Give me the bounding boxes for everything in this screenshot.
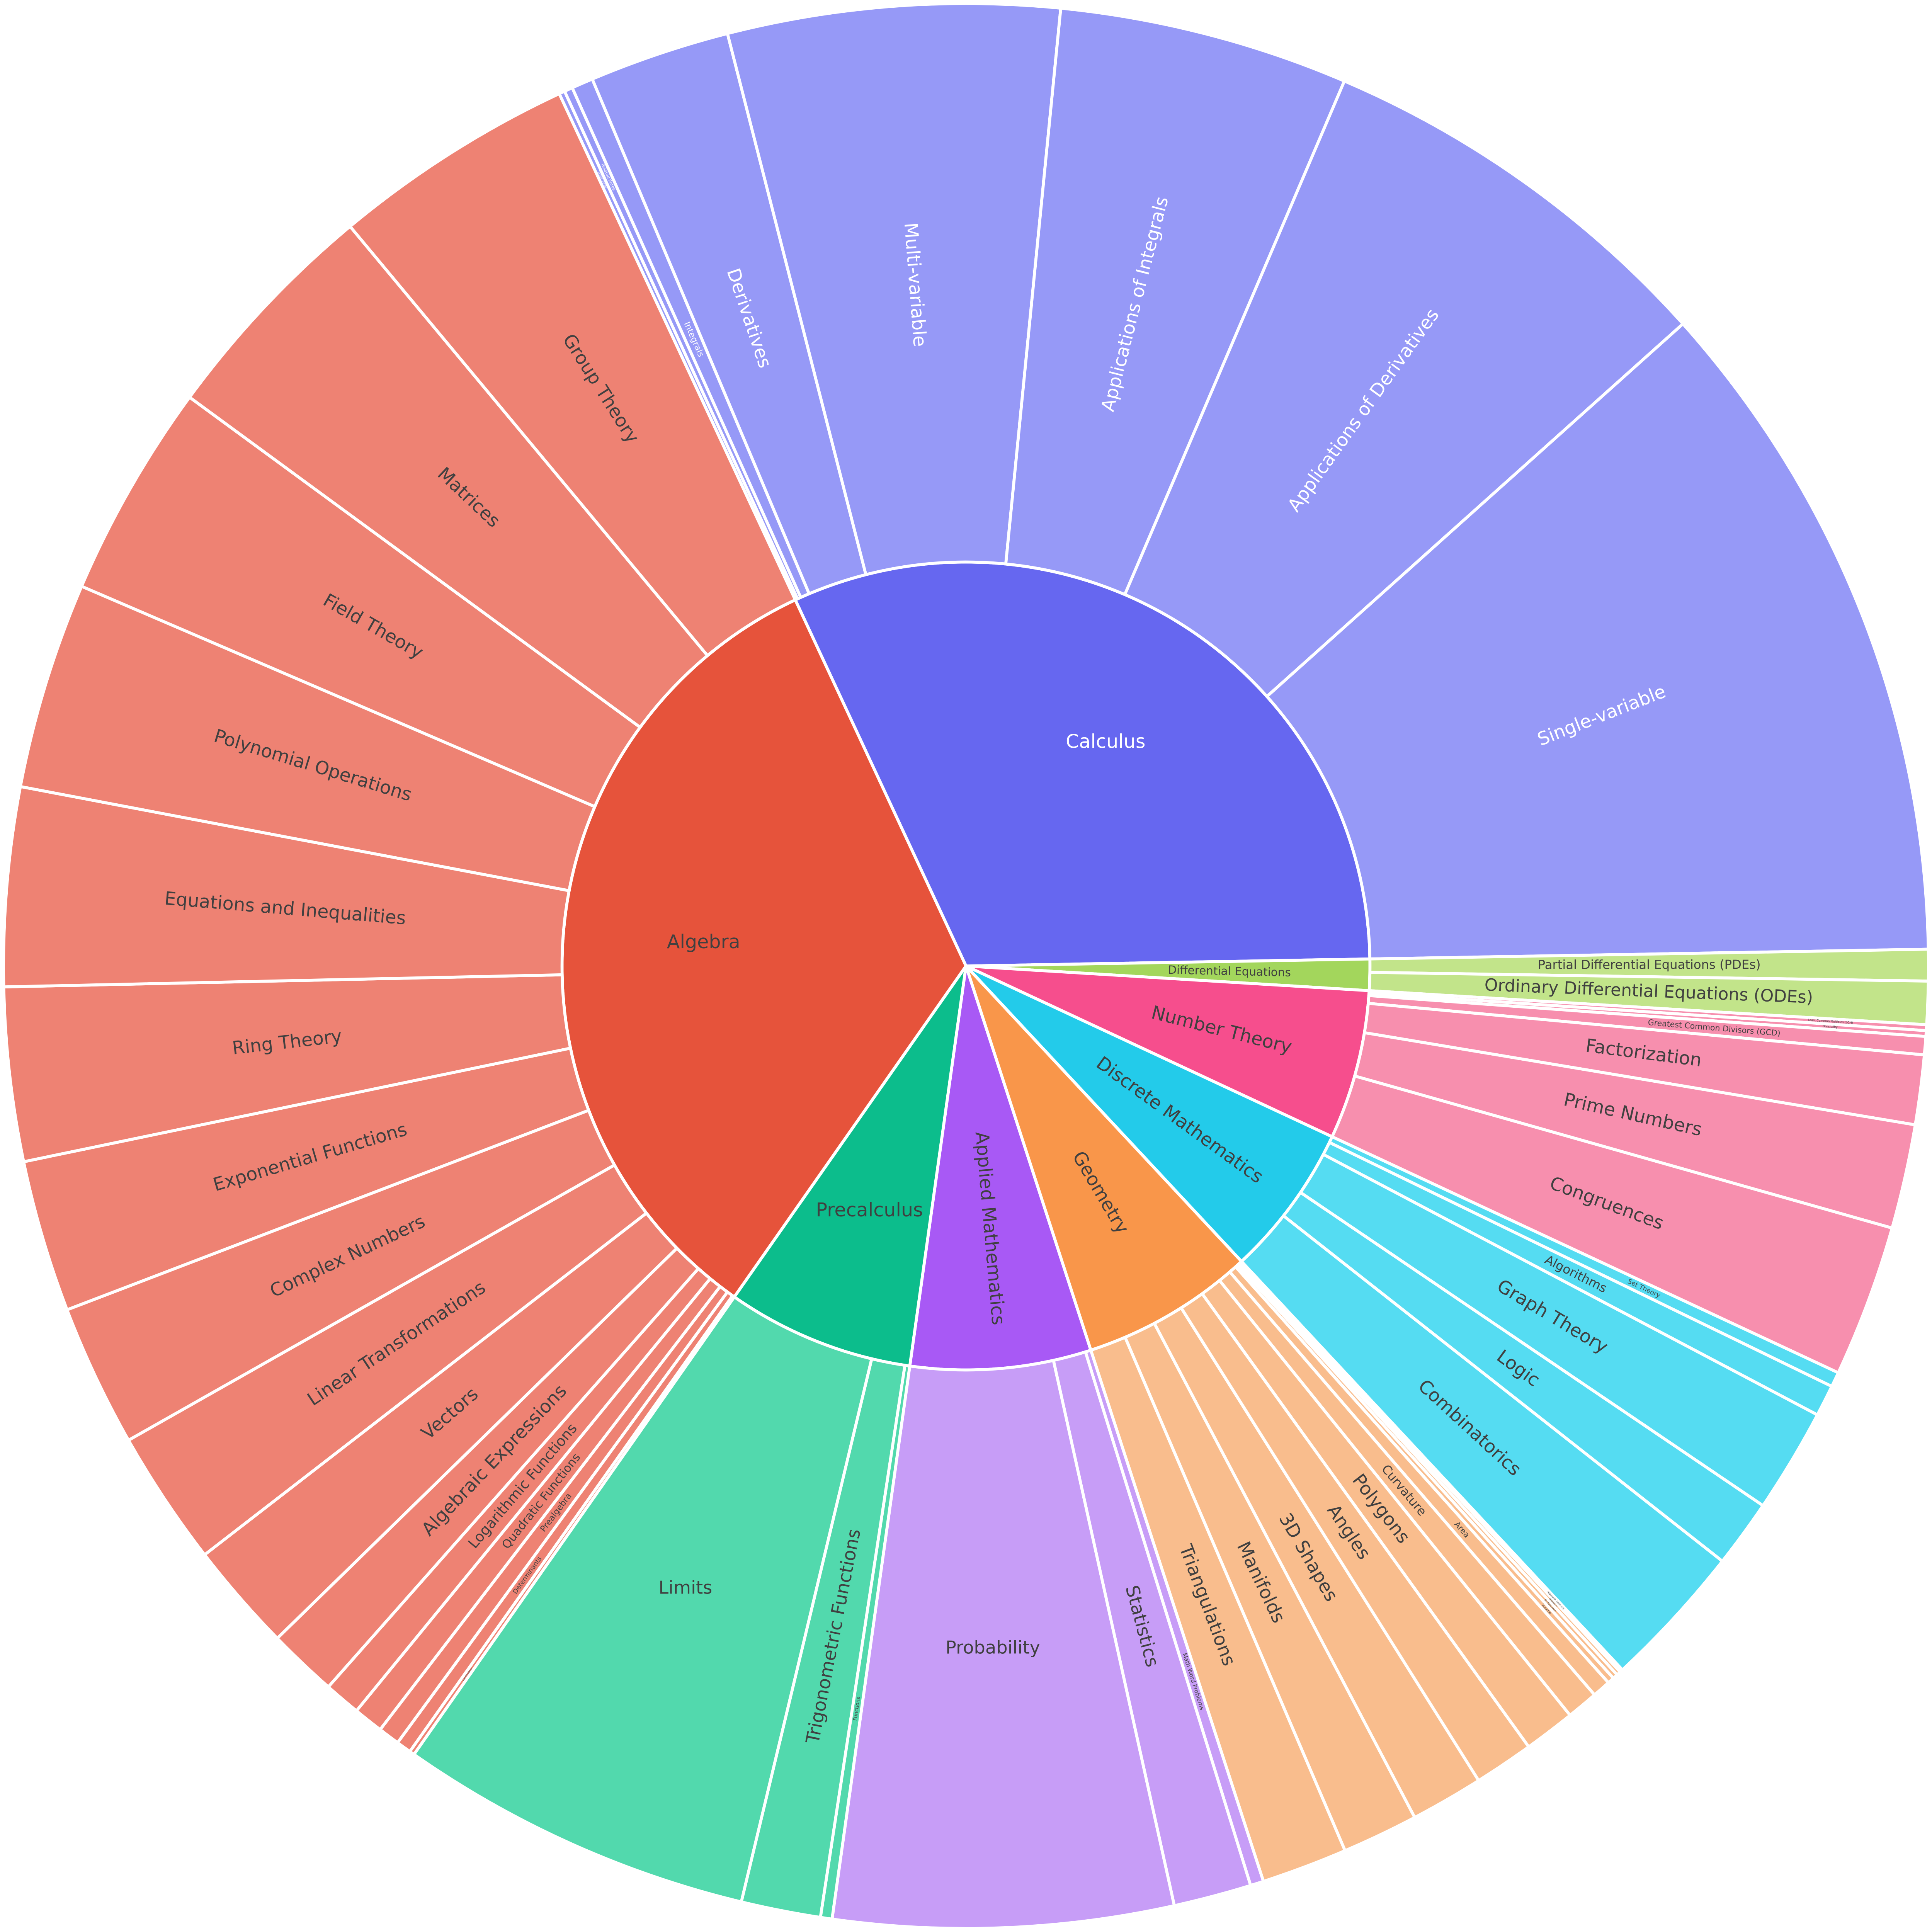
slice-applications-of-integrals[interactable] — [1004, 7, 1346, 596]
slice-limits[interactable] — [412, 1295, 873, 1903]
slice-applications-of-derivatives[interactable] — [1123, 79, 1685, 698]
slice-probability[interactable] — [830, 1359, 1176, 1930]
slice-matrices[interactable] — [188, 225, 709, 729]
slice-group-theory[interactable] — [349, 92, 797, 657]
slice-combinatorics[interactable] — [1240, 1214, 1724, 1672]
slice-complex-numbers[interactable] — [65, 1109, 616, 1442]
slice-exponential-functions[interactable] — [22, 1046, 590, 1311]
slice-congruences[interactable] — [1330, 1074, 1894, 1374]
slice-field-theory[interactable] — [80, 396, 642, 808]
slice-multi-variable[interactable] — [726, 2, 1063, 577]
slice-derivatives[interactable] — [590, 32, 867, 595]
slice-polynomial-operations[interactable] — [19, 585, 597, 892]
slice-equations-and-inequalities[interactable] — [2, 785, 571, 988]
slice-ring-theory[interactable] — [2, 973, 572, 1163]
slice-single-variable[interactable] — [1265, 322, 1930, 961]
slice-linear-transformations[interactable] — [127, 1163, 648, 1556]
